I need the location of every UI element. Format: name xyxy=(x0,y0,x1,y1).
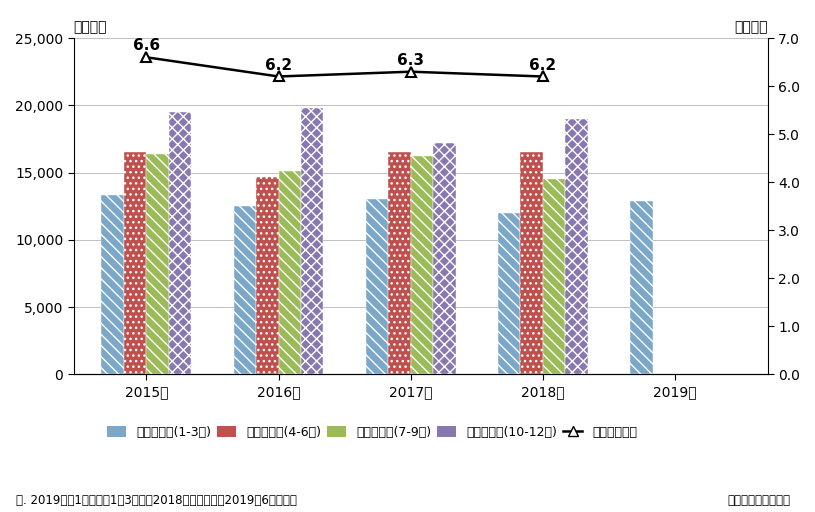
Bar xyxy=(388,153,411,374)
Bar xyxy=(411,157,434,374)
Text: （億円）: （億円） xyxy=(73,20,107,35)
Bar xyxy=(301,108,324,374)
Bar xyxy=(279,171,301,374)
Text: （兆円）: （兆円） xyxy=(734,20,768,35)
Bar xyxy=(543,179,566,374)
Bar xyxy=(256,177,279,374)
Bar xyxy=(498,213,521,374)
Bar xyxy=(521,153,543,374)
Bar xyxy=(147,154,169,374)
Bar xyxy=(124,153,147,374)
Bar xyxy=(434,143,456,374)
Text: 矢野経済研究所調べ: 矢野経済研究所調べ xyxy=(728,494,791,507)
Bar xyxy=(101,196,124,374)
Text: 6.3: 6.3 xyxy=(397,53,425,68)
Legend: 第１四半期(1-3月), 第２四半期(4-6月), 第３四半期(7-9月), 第４四半期(10-12月), 年間市場規模: 第１四半期(1-3月), 第２四半期(4-6月), 第３四半期(7-9月), 第… xyxy=(102,421,642,444)
Text: 6.2: 6.2 xyxy=(529,58,557,73)
Bar xyxy=(366,200,388,374)
Bar xyxy=(234,206,256,374)
Bar xyxy=(566,119,588,374)
Bar xyxy=(169,112,192,374)
Bar xyxy=(630,201,653,374)
Text: 6.2: 6.2 xyxy=(265,58,292,73)
Text: 6.6: 6.6 xyxy=(133,38,160,53)
Text: 注. 2019年第1四半期（1〜3月）、2018年は速報値（2019年6月現在）: 注. 2019年第1四半期（1〜3月）、2018年は速報値（2019年6月現在） xyxy=(16,494,297,507)
